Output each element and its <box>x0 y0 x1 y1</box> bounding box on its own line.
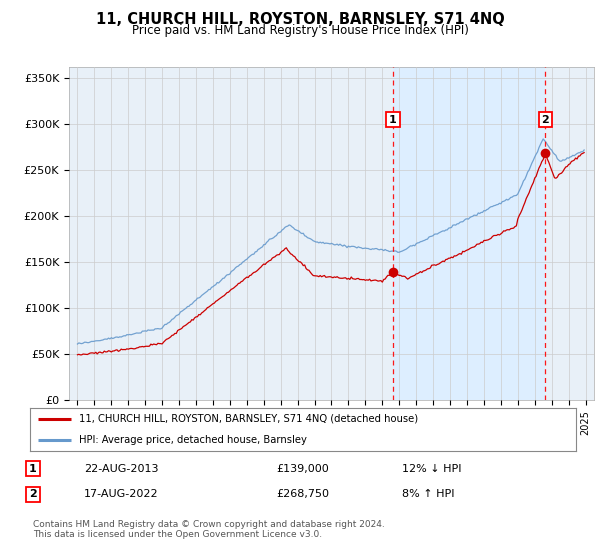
Text: HPI: Average price, detached house, Barnsley: HPI: Average price, detached house, Barn… <box>79 435 307 445</box>
Text: 2: 2 <box>29 489 37 500</box>
Text: 8% ↑ HPI: 8% ↑ HPI <box>402 489 455 500</box>
Text: Contains HM Land Registry data © Crown copyright and database right 2024.
This d: Contains HM Land Registry data © Crown c… <box>33 520 385 539</box>
Text: £139,000: £139,000 <box>276 464 329 474</box>
Bar <box>393 67 545 400</box>
Text: £268,750: £268,750 <box>276 489 329 500</box>
Text: 11, CHURCH HILL, ROYSTON, BARNSLEY, S71 4NQ (detached house): 11, CHURCH HILL, ROYSTON, BARNSLEY, S71 … <box>79 414 418 424</box>
Text: Price paid vs. HM Land Registry's House Price Index (HPI): Price paid vs. HM Land Registry's House … <box>131 24 469 36</box>
Text: 12% ↓ HPI: 12% ↓ HPI <box>402 464 461 474</box>
Text: 22-AUG-2013: 22-AUG-2013 <box>84 464 158 474</box>
Text: 17-AUG-2022: 17-AUG-2022 <box>84 489 158 500</box>
Text: 1: 1 <box>29 464 37 474</box>
Text: 1: 1 <box>389 115 397 125</box>
Text: 2: 2 <box>542 115 549 125</box>
Text: 11, CHURCH HILL, ROYSTON, BARNSLEY, S71 4NQ: 11, CHURCH HILL, ROYSTON, BARNSLEY, S71 … <box>95 12 505 27</box>
